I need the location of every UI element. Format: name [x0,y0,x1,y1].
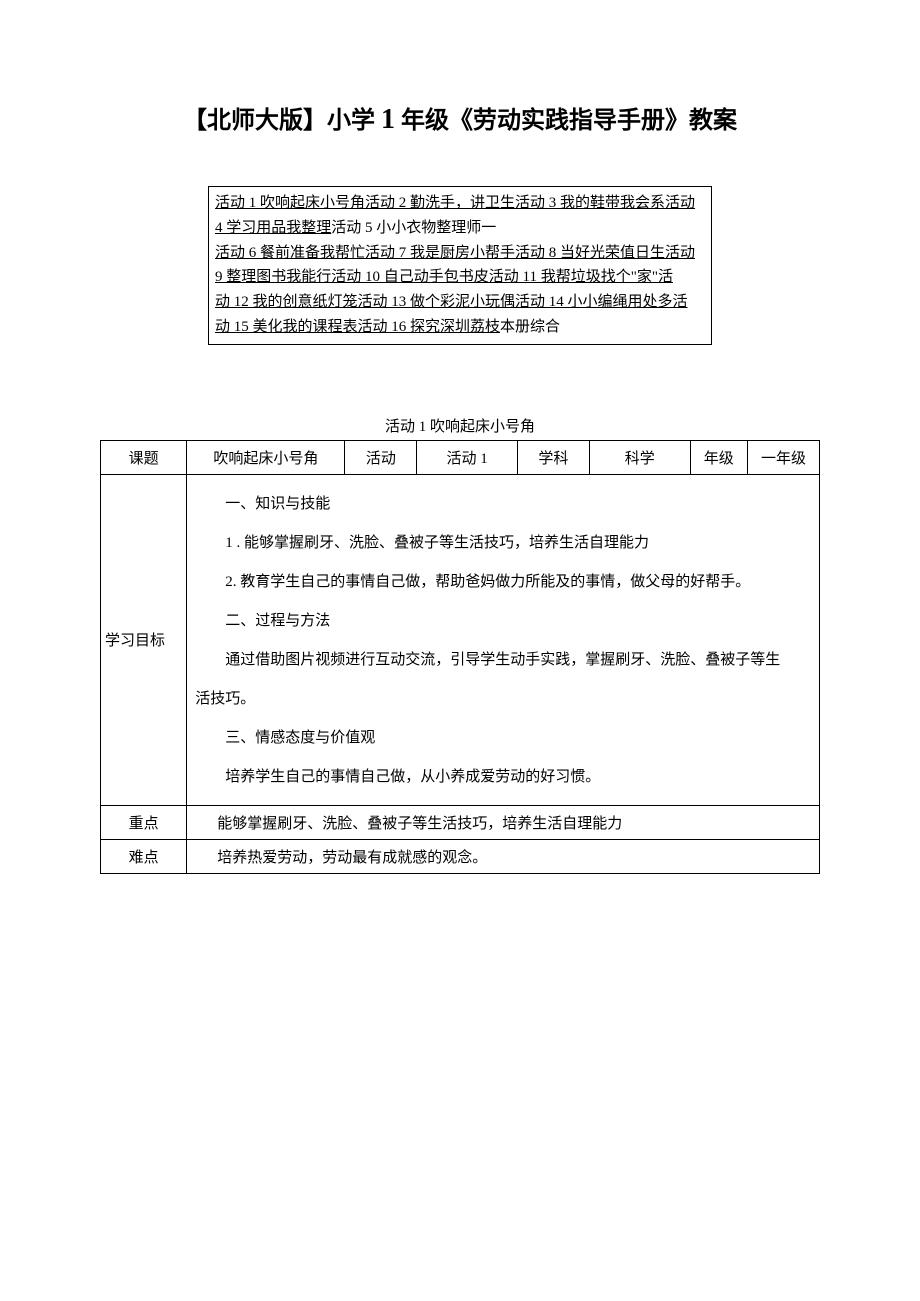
toc-container: 活动 1 吹响起床小号角活动 2 勤洗手，讲卫生活动 3 我的鞋带我会系活动 4… [100,186,820,345]
toc-line-6-link[interactable]: 动 15 美化我的课程表活动 16 探究深圳荔枝 [215,319,500,335]
obj-h3: 三、情感态度与价值观 [195,719,811,758]
obj-p3a: 通过借助图片视频进行互动交流，引导学生动手实践，掌握刷牙、洗脸、叠被子等生 [195,641,811,680]
key-value: 能够掌握刷牙、洗脸、叠被子等生活技巧，培养生活自理能力 [187,805,820,839]
subject-label: 学科 [517,440,589,474]
page: 【北师大版】小学 1 年级《劳动实践指导手册》教案 活动 1 吹响起床小号角活动… [0,0,920,914]
key-label: 重点 [101,805,187,839]
document-title: 【北师大版】小学 1 年级《劳动实践指导手册》教案 [100,100,820,136]
toc-line-2-link[interactable]: 4 学习用品我整理 [215,220,331,236]
title-prefix: 【北师大版】小学 [183,108,375,134]
obj-p4: 培养学生自己的事情自己做，从小养成爱劳动的好习惯。 [195,758,811,797]
obj-p1: 1 . 能够掌握刷牙、洗脸、叠被子等生活技巧，培养生活自理能力 [195,524,811,563]
objectives-cell: 一、知识与技能 1 . 能够掌握刷牙、洗脸、叠被子等生活技巧，培养生活自理能力 … [187,474,820,805]
topic-value: 吹响起床小号角 [187,440,345,474]
activity-value: 活动 1 [417,440,518,474]
grade-label: 年级 [690,440,748,474]
obj-p2: 2. 教育学生自己的事情自己做，帮助爸妈做力所能及的事情，做父母的好帮手。 [195,563,811,602]
subject-value: 科学 [589,440,690,474]
difficulty-value: 培养热爱劳动，劳动最有成就感的观念。 [187,839,820,873]
table-caption: 活动 1 吹响起床小号角 [100,415,820,436]
topic-label: 课题 [101,440,187,474]
toc-line-2-plain: 活动 5 小小衣物整理师一 [331,220,496,236]
grade-value: 一年级 [748,440,820,474]
objectives-label: 学习目标 [101,474,187,805]
table-row: 学习目标 一、知识与技能 1 . 能够掌握刷牙、洗脸、叠被子等生活技巧，培养生活… [101,474,820,805]
toc-line-1[interactable]: 活动 1 吹响起床小号角活动 2 勤洗手，讲卫生活动 3 我的鞋带我会系活动 [215,195,695,211]
toc-line-3[interactable]: 活动 6 餐前准备我帮忙活动 7 我是厨房小帮手活动 8 当好光荣值日生活动 [215,245,695,261]
toc-box: 活动 1 吹响起床小号角活动 2 勤洗手，讲卫生活动 3 我的鞋带我会系活动 4… [208,186,712,345]
difficulty-label: 难点 [101,839,187,873]
toc-line-5[interactable]: 动 12 我的创意纸灯笼活动 13 做个彩泥小玩偶活动 14 小小编绳用处多活 [215,294,688,310]
lesson-plan-table: 课题 吹响起床小号角 活动 活动 1 学科 科学 年级 一年级 学习目标 一、知… [100,440,820,874]
toc-line-6-plain: 本册综合 [500,319,560,335]
obj-h2: 二、过程与方法 [195,602,811,641]
title-grade-num: 1 [381,104,395,135]
toc-line-4[interactable]: 9 整理图书我能行活动 10 自己动手包书皮活动 11 我帮垃圾找个"家"活 [215,269,673,285]
table-row: 课题 吹响起床小号角 活动 活动 1 学科 科学 年级 一年级 [101,440,820,474]
activity-label: 活动 [345,440,417,474]
table-row: 重点 能够掌握刷牙、洗脸、叠被子等生活技巧，培养生活自理能力 [101,805,820,839]
obj-h1: 一、知识与技能 [195,485,811,524]
obj-p3b: 活技巧。 [195,680,811,719]
title-suffix: 年级《劳动实践指导手册》教案 [401,108,737,134]
table-row: 难点 培养热爱劳动，劳动最有成就感的观念。 [101,839,820,873]
